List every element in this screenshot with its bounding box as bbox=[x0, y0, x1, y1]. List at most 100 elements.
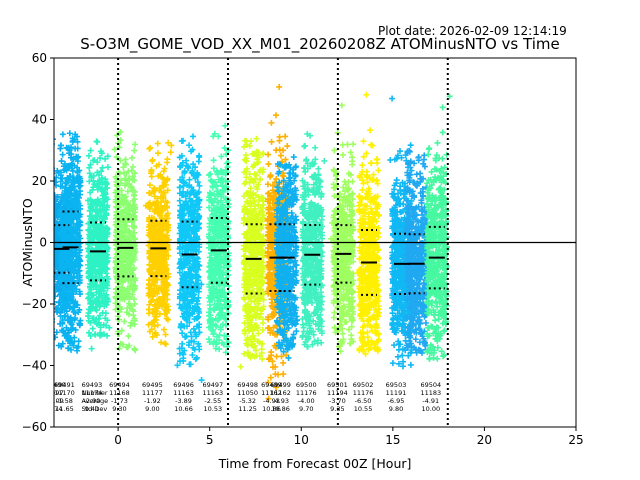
data-point bbox=[54, 227, 58, 234]
data-point bbox=[54, 203, 60, 210]
data-point bbox=[276, 133, 283, 140]
data-point bbox=[66, 130, 73, 137]
data-point bbox=[99, 164, 106, 171]
data-point bbox=[59, 131, 66, 138]
data-point bbox=[54, 283, 55, 286]
data-point bbox=[237, 363, 244, 370]
data-point bbox=[273, 147, 280, 154]
data-point bbox=[205, 172, 212, 179]
data-point bbox=[94, 138, 101, 145]
data-point bbox=[54, 276, 57, 283]
data-series-3 bbox=[111, 128, 139, 354]
data-point bbox=[76, 183, 83, 190]
data-point bbox=[180, 137, 187, 144]
data-point bbox=[243, 137, 250, 144]
data-point bbox=[54, 198, 58, 205]
data-point bbox=[186, 176, 193, 183]
data-point bbox=[54, 303, 56, 306]
data-point bbox=[277, 152, 284, 159]
data-point bbox=[196, 346, 203, 353]
chart-title: S-O3M_GOME_VOD_XX_M01_20260208Z ATOMinus… bbox=[80, 35, 560, 53]
data-point bbox=[257, 176, 264, 183]
data-point bbox=[54, 226, 57, 233]
data-point bbox=[128, 154, 135, 161]
data-point bbox=[85, 152, 92, 159]
data-point bbox=[104, 164, 111, 171]
data-point bbox=[54, 175, 57, 182]
data-point bbox=[131, 192, 138, 199]
data-series-5 bbox=[174, 133, 205, 384]
data-point bbox=[59, 151, 66, 158]
data-point bbox=[129, 163, 136, 170]
data-point bbox=[164, 316, 171, 323]
data-point bbox=[54, 282, 57, 289]
data-point bbox=[268, 119, 275, 126]
data-point bbox=[59, 283, 66, 290]
data-point bbox=[88, 345, 95, 352]
data-point bbox=[273, 353, 280, 360]
data-point bbox=[154, 322, 161, 329]
data-point bbox=[265, 151, 272, 158]
data-point bbox=[47, 136, 53, 142]
data-point bbox=[154, 140, 161, 147]
data-series-7 bbox=[237, 135, 267, 370]
data-point bbox=[167, 149, 174, 156]
data-point bbox=[284, 143, 291, 150]
data-point bbox=[54, 293, 59, 300]
data-point bbox=[280, 371, 287, 378]
plot-area: 694901097-2.097.746949111170-1.5811.6569… bbox=[46, 58, 576, 427]
data-point bbox=[242, 152, 249, 159]
data-point bbox=[161, 340, 168, 347]
data-series-4 bbox=[142, 139, 175, 348]
data-point bbox=[58, 142, 65, 149]
data-point bbox=[146, 145, 153, 152]
data-point bbox=[273, 175, 280, 182]
data-point bbox=[54, 329, 60, 336]
data-point bbox=[54, 286, 57, 289]
data-point bbox=[54, 272, 57, 279]
data-point bbox=[186, 361, 193, 368]
data-point bbox=[155, 150, 162, 157]
data-point bbox=[282, 133, 289, 140]
data-point bbox=[210, 157, 217, 164]
data-point bbox=[253, 135, 260, 142]
data-point bbox=[54, 223, 57, 230]
data-point bbox=[189, 133, 196, 140]
data-point bbox=[58, 343, 65, 350]
data-point bbox=[132, 141, 139, 148]
data-point bbox=[272, 112, 279, 119]
data-point bbox=[147, 144, 154, 151]
data-point bbox=[164, 156, 171, 163]
data-point bbox=[54, 172, 56, 175]
data-point bbox=[195, 158, 202, 165]
data-point bbox=[54, 308, 61, 315]
data-point bbox=[63, 324, 70, 331]
data-point bbox=[179, 330, 186, 337]
data-point bbox=[146, 182, 153, 189]
data-point bbox=[207, 171, 214, 178]
data-point bbox=[54, 334, 59, 341]
data-point bbox=[87, 147, 94, 154]
data-point bbox=[54, 138, 57, 140]
data-series-2 bbox=[84, 138, 113, 352]
data-point bbox=[131, 147, 138, 154]
data-point bbox=[54, 207, 57, 214]
data-point bbox=[54, 217, 57, 224]
plot-date-text: Plot date: 2026-02-09 12:14:19 bbox=[378, 24, 567, 38]
data-point bbox=[264, 181, 271, 188]
data-point bbox=[186, 142, 193, 149]
data-point bbox=[89, 325, 96, 332]
data-point bbox=[276, 83, 283, 90]
data-point bbox=[268, 349, 275, 356]
data-point bbox=[56, 299, 63, 306]
data-point bbox=[149, 158, 156, 165]
data-point bbox=[46, 219, 52, 225]
data-point bbox=[268, 138, 275, 145]
data-point bbox=[280, 359, 287, 366]
data-point bbox=[121, 318, 128, 325]
data-point bbox=[176, 197, 183, 204]
data-point bbox=[125, 333, 132, 340]
data-point bbox=[58, 158, 65, 165]
data-point bbox=[265, 161, 272, 168]
